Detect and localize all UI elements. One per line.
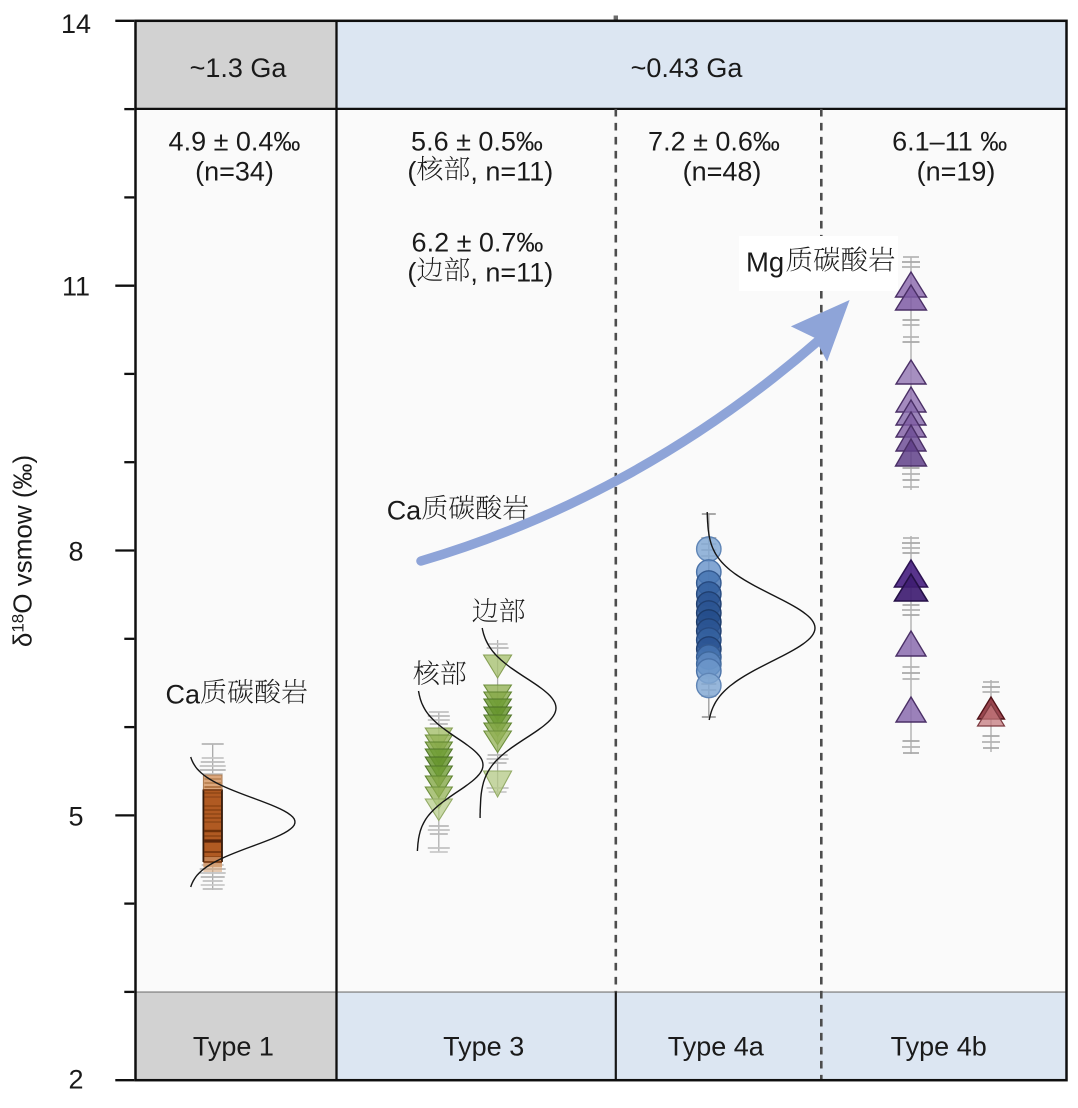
svg-text:, n=11): , n=11) [470, 157, 553, 187]
svg-text:Ca: Ca [166, 680, 201, 710]
svg-text:5: 5 [68, 801, 83, 831]
svg-text:5.6 ± 0.5‰: 5.6 ± 0.5‰ [411, 127, 543, 157]
svg-text:11: 11 [62, 272, 90, 302]
svg-text:(n=19): (n=19) [917, 157, 996, 187]
svg-text:δ18O vsmow (‰): δ18O vsmow (‰) [8, 455, 38, 647]
svg-text:14: 14 [61, 9, 91, 39]
svg-text:(n=48): (n=48) [683, 157, 762, 187]
svg-text:6.1–11 ‰: 6.1–11 ‰ [892, 127, 1007, 157]
svg-text:8: 8 [68, 537, 83, 567]
svg-text:Ca: Ca [387, 496, 422, 526]
svg-text:7.2 ± 0.6‰: 7.2 ± 0.6‰ [648, 127, 780, 157]
svg-text:~0.43 Ga: ~0.43 Ga [631, 53, 744, 83]
svg-text:Type 3: Type 3 [443, 1031, 524, 1061]
svg-text:(n=34): (n=34) [195, 157, 274, 187]
svg-text:6.2 ± 0.7‰: 6.2 ± 0.7‰ [412, 228, 544, 258]
svg-text:Type 1: Type 1 [193, 1031, 274, 1061]
svg-text:Mg: Mg [746, 247, 784, 278]
svg-text:4.9 ± 0.4‰: 4.9 ± 0.4‰ [169, 127, 301, 157]
svg-text:2: 2 [68, 1065, 83, 1095]
svg-text:(: ( [407, 157, 416, 187]
svg-text:, n=11): , n=11) [470, 258, 553, 288]
svg-text:~1.3 Ga: ~1.3 Ga [190, 53, 288, 83]
svg-text:(: ( [407, 258, 416, 288]
svg-text:Type 4a: Type 4a [668, 1031, 765, 1061]
svg-text:Type 4b: Type 4b [891, 1031, 987, 1061]
